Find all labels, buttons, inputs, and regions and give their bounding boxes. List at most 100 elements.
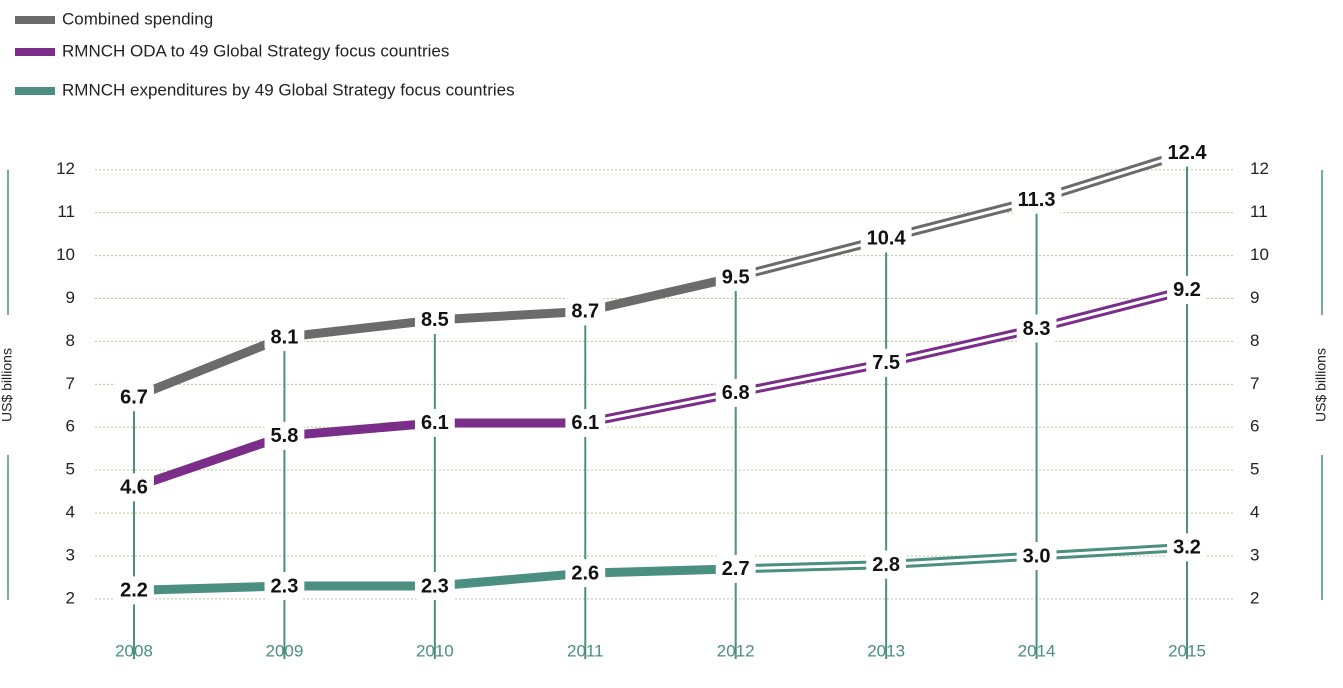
y-tick-label: 3 — [66, 545, 75, 564]
legend-label: RMNCH ODA to 49 Global Strategy focus co… — [62, 41, 449, 60]
legend-swatch — [15, 48, 55, 56]
data-label: 6.1 — [421, 412, 449, 434]
data-label-group: 4.6 — [114, 473, 154, 502]
data-label-group: 7.5 — [866, 348, 907, 377]
data-label-bg — [414, 572, 455, 601]
data-label-group: 6.7 — [114, 383, 154, 412]
data-label-group: 11.3 — [1011, 185, 1062, 214]
data-label-bg — [715, 554, 756, 583]
data-label: 6.8 — [722, 382, 750, 404]
data-label: 2.8 — [872, 554, 900, 576]
data-label-group: 5.8 — [264, 421, 305, 450]
data-label: 8.1 — [271, 326, 299, 348]
data-label-group: 2.7 — [715, 554, 756, 583]
data-label-bg — [565, 559, 606, 588]
y-tick-label: 6 — [66, 417, 75, 436]
y-tick-label: 8 — [1250, 331, 1259, 350]
data-label: 4.6 — [120, 477, 148, 499]
data-label: 9.2 — [1173, 279, 1201, 301]
y-tick-label: 5 — [1250, 460, 1259, 479]
projection-gap — [735, 151, 1188, 279]
data-label: 11.3 — [1018, 189, 1056, 211]
data-label-bg — [264, 323, 305, 352]
x-tick-label: 2012 — [717, 641, 755, 660]
data-label-bg — [860, 224, 912, 253]
y-tick-label: 4 — [1250, 503, 1259, 522]
y-tick-label: 10 — [56, 245, 75, 264]
data-label: 2.7 — [722, 558, 750, 580]
data-label: 6.7 — [120, 386, 148, 408]
x-tick-label: 2010 — [416, 641, 454, 660]
data-label-bg — [565, 297, 606, 326]
data-label-bg — [1011, 185, 1062, 214]
data-label-bg — [1016, 542, 1057, 570]
data-label-bg — [114, 576, 154, 605]
data-label-bg — [715, 263, 756, 292]
y-tick-label: 7 — [1250, 374, 1259, 393]
data-label-bg — [1167, 533, 1207, 562]
data-label-group: 3.2 — [1167, 533, 1207, 562]
data-label: 6.1 — [571, 412, 599, 434]
y-axis-label-right: US$ billions — [1313, 170, 1329, 600]
data-label-group: 2.3 — [264, 572, 305, 601]
data-label: 3.2 — [1173, 537, 1201, 559]
x-tick-label: 2013 — [867, 641, 905, 660]
data-label-bg — [866, 550, 907, 579]
data-label-group: 3.0 — [1016, 542, 1057, 570]
projection-gap — [735, 545, 1188, 571]
y-axis-label-left: US$ billions — [0, 170, 15, 600]
data-label-bg — [114, 383, 154, 412]
data-label-group: 2.3 — [414, 572, 455, 601]
data-label-group: 9.2 — [1167, 275, 1207, 304]
data-label-group: 6.8 — [715, 378, 756, 407]
legend-swatch — [15, 16, 55, 24]
y-tick-label: 9 — [1250, 288, 1259, 307]
x-tick-label: 2009 — [266, 641, 304, 660]
data-label-group: 9.5 — [715, 263, 756, 292]
y-tick-label: 12 — [1250, 159, 1269, 178]
legend-label: RMNCH expenditures by 49 Global Strategy… — [62, 80, 515, 99]
data-label-group: 8.3 — [1016, 314, 1057, 343]
y-tick-label: 4 — [66, 503, 75, 522]
y-tick-label: 2 — [1250, 588, 1259, 607]
data-label: 12.4 — [1168, 142, 1208, 164]
data-label: 2.3 — [421, 575, 449, 597]
data-label: 9.5 — [722, 266, 750, 288]
data-label-group: 2.6 — [565, 559, 606, 588]
data-label-bg — [1167, 275, 1207, 304]
y-tick-label: 6 — [1250, 417, 1259, 436]
data-label-bg — [264, 421, 305, 450]
y-tick-label: 3 — [1250, 545, 1259, 564]
y-tick-label: 7 — [66, 374, 75, 393]
data-label-bg — [866, 348, 907, 377]
data-label-group: 8.1 — [264, 323, 305, 352]
data-label-group: 2.8 — [866, 550, 907, 579]
x-tick-label: 2011 — [567, 641, 604, 660]
data-label: 8.7 — [571, 301, 599, 323]
y-axis-label: US$ billions — [0, 348, 15, 422]
y-tick-label: 9 — [66, 288, 75, 307]
data-label-bg — [715, 378, 756, 407]
data-label: 5.8 — [271, 425, 299, 447]
data-label-bg — [414, 305, 455, 334]
data-label-group: 2.2 — [114, 576, 154, 605]
y-tick-label: 10 — [1250, 245, 1269, 264]
x-tick-label: 2014 — [1018, 641, 1056, 660]
legend-label: Combined spending — [62, 9, 213, 28]
data-label: 8.5 — [421, 309, 449, 331]
data-label-group: 12.4 — [1161, 138, 1213, 167]
data-label-group: 8.7 — [565, 297, 606, 326]
y-tick-label: 5 — [66, 460, 75, 479]
y-tick-label: 11 — [1250, 202, 1268, 221]
data-label-group: 6.1 — [414, 408, 455, 437]
data-label-bg — [414, 408, 455, 437]
x-tick-label: 2015 — [1168, 641, 1206, 660]
data-label-group: 10.4 — [860, 224, 912, 253]
data-label-group: 6.1 — [565, 408, 606, 437]
data-label: 8.3 — [1023, 318, 1051, 340]
data-label: 2.6 — [571, 562, 599, 584]
data-label-bg — [1016, 314, 1057, 343]
y-tick-label: 12 — [56, 159, 75, 178]
y-tick-label: 11 — [57, 202, 75, 221]
